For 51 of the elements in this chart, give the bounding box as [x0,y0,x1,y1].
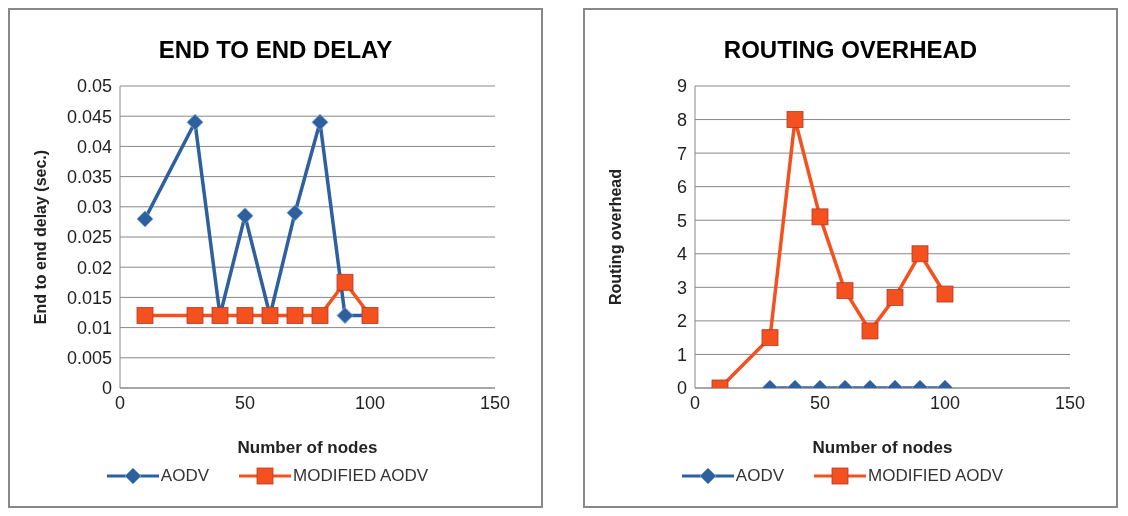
point [286,204,304,222]
point [236,207,254,225]
point [186,113,204,131]
x-tick-label: 100 [354,392,386,413]
legend-label: MODIFIED AODV [293,466,429,486]
y-tick-label: 0.04 [76,136,112,157]
y-tick-label: 0 [676,378,687,399]
y-tick-label: 7 [676,143,687,164]
y-tick-label: 8 [676,109,687,130]
x-tick-label: 100 [929,392,961,413]
legend-label: MODIFIED AODV [868,466,1004,486]
point [311,113,329,131]
x-tick-label: 50 [234,392,256,413]
legend-label: AODV [160,466,210,486]
point [236,307,254,324]
y-tick-label: 0.035 [66,166,112,187]
y-tick-label: 0.02 [76,257,112,278]
y-tick-label: 6 [676,177,687,198]
x-axis-title: Number of nodes [237,438,378,457]
y-tick-label: 4 [676,244,687,265]
point [311,307,329,324]
y-tick-label: 0 [101,378,112,399]
y-tick-label: 2 [676,311,687,332]
y-axis-title: Routing overhead [606,168,624,306]
x-tick-label: 150 [1054,392,1086,413]
point [136,210,154,228]
y-tick-label: 3 [676,277,687,298]
y-axis-title: End to end delay (sec.) [31,149,49,325]
y-tick-label: 5 [676,210,687,231]
y-tick-label: 1 [676,344,687,365]
y-tick-label: 0.015 [66,287,112,308]
y-tick-label: 0.025 [66,227,112,248]
x-axis-title: Number of nodes [812,438,953,457]
chart-title: ROUTING OVERHEAD [722,36,979,65]
y-tick-label: 0.01 [76,317,112,338]
x-tick-label: 0 [689,392,701,413]
x-tick-label: 150 [479,392,511,413]
y-tick-label: 0.005 [66,348,112,369]
point [336,273,354,291]
legend-label: AODV [735,466,785,486]
point [336,307,354,324]
y-tick-label: 9 [676,76,687,97]
y-tick-label: 0.05 [76,76,112,97]
chart-title: END TO END DELAY [157,36,394,65]
point [186,307,204,324]
x-tick-label: 50 [809,392,831,413]
point [286,307,304,324]
y-tick-label: 0.03 [76,197,112,218]
y-tick-label: 0.045 [66,106,112,127]
x-tick-label: 0 [114,392,126,413]
point [136,307,154,324]
